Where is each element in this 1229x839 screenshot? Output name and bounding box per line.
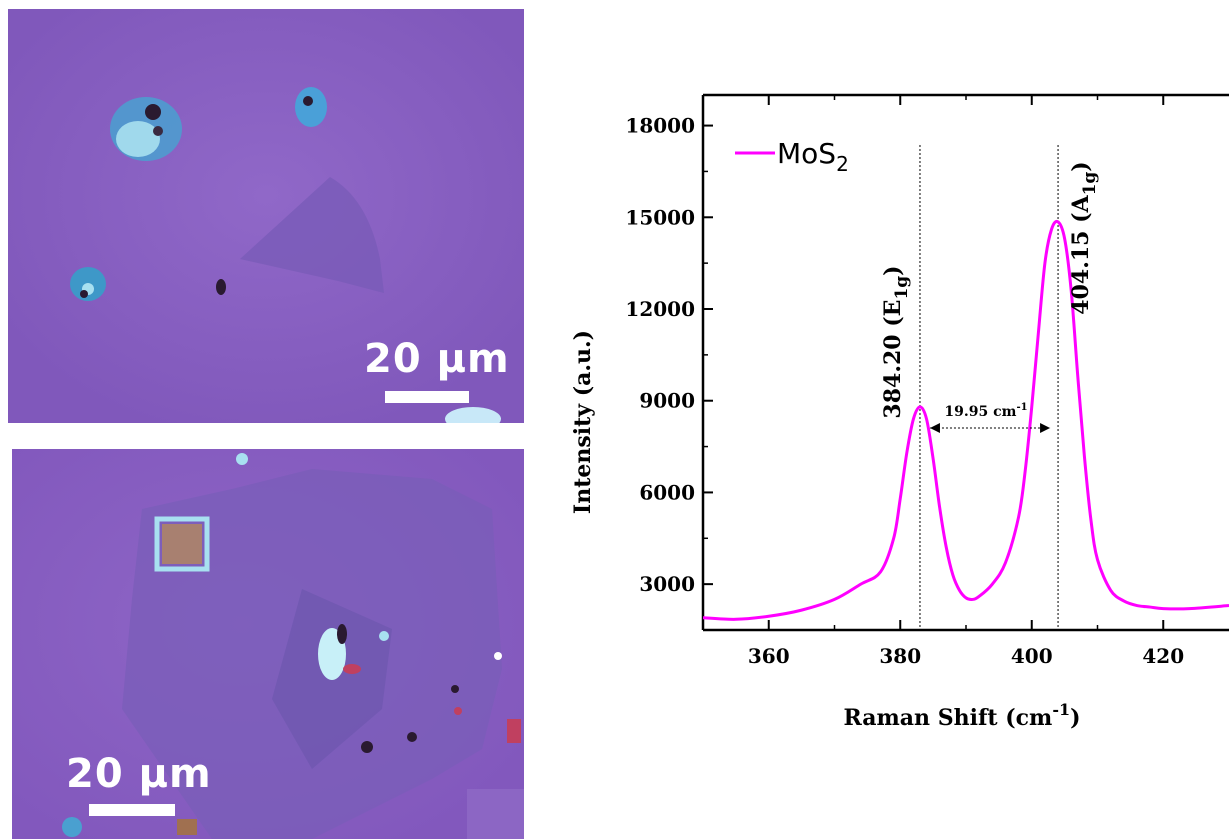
scale-bar-label: 20 μm [66, 751, 212, 797]
legend: MoS2 [735, 137, 849, 176]
x-tick-label: 420 [1142, 644, 1184, 668]
y-tick-label: 6000 [639, 480, 695, 504]
x-tick-label: 400 [1011, 644, 1053, 668]
peak-label-a1g: 404.15 (A1g) [1068, 161, 1100, 314]
y-axis-ticks: 3000 6000 9000 12000 15000 18000 [625, 114, 713, 596]
micrograph-top-image [8, 9, 524, 423]
micrograph-bottom: 20 μm [12, 449, 524, 839]
separation-label: 19.95 cm-1 [944, 402, 1027, 420]
x-axis-ticks: 360 380 400 420 [748, 95, 1184, 668]
x-tick-label: 360 [748, 644, 790, 668]
scale-bar [89, 804, 175, 816]
y-tick-label: 3000 [639, 572, 695, 596]
annotations: 384.20 (E1g) 404.15 (A1g) 19.95 cm-1 [880, 161, 1100, 433]
arrow-head-right [1040, 423, 1051, 433]
scale-bar-label: 20 μm [364, 336, 510, 382]
micrograph-bottom-image [12, 449, 524, 839]
scale-bar [385, 391, 469, 403]
x-axis-title: Raman Shift (cm-1) [843, 700, 1080, 731]
legend-label: MoS2 [777, 137, 849, 176]
particle-cluster [70, 87, 501, 423]
x-tick-label: 380 [879, 644, 921, 668]
particle-cluster [62, 453, 524, 839]
raman-chart: 3000 6000 9000 12000 15000 18000 360 380 400 420… [570, 93, 1229, 731]
peak-label-e1g: 384.20 (E1g) [880, 265, 912, 418]
plot-frame [701, 93, 1229, 632]
y-axis-title: Intensity (a.u.) [570, 330, 596, 514]
series-line-mos2 [702, 219, 1229, 621]
y-tick-label: 18000 [625, 114, 695, 138]
arrow-head-left [929, 423, 940, 433]
y-tick-label: 15000 [625, 205, 695, 229]
y-tick-label: 12000 [625, 297, 695, 321]
y-tick-label: 9000 [639, 389, 695, 413]
peak-guide-lines [919, 145, 1059, 630]
micrograph-top: 20 μm [8, 9, 524, 423]
